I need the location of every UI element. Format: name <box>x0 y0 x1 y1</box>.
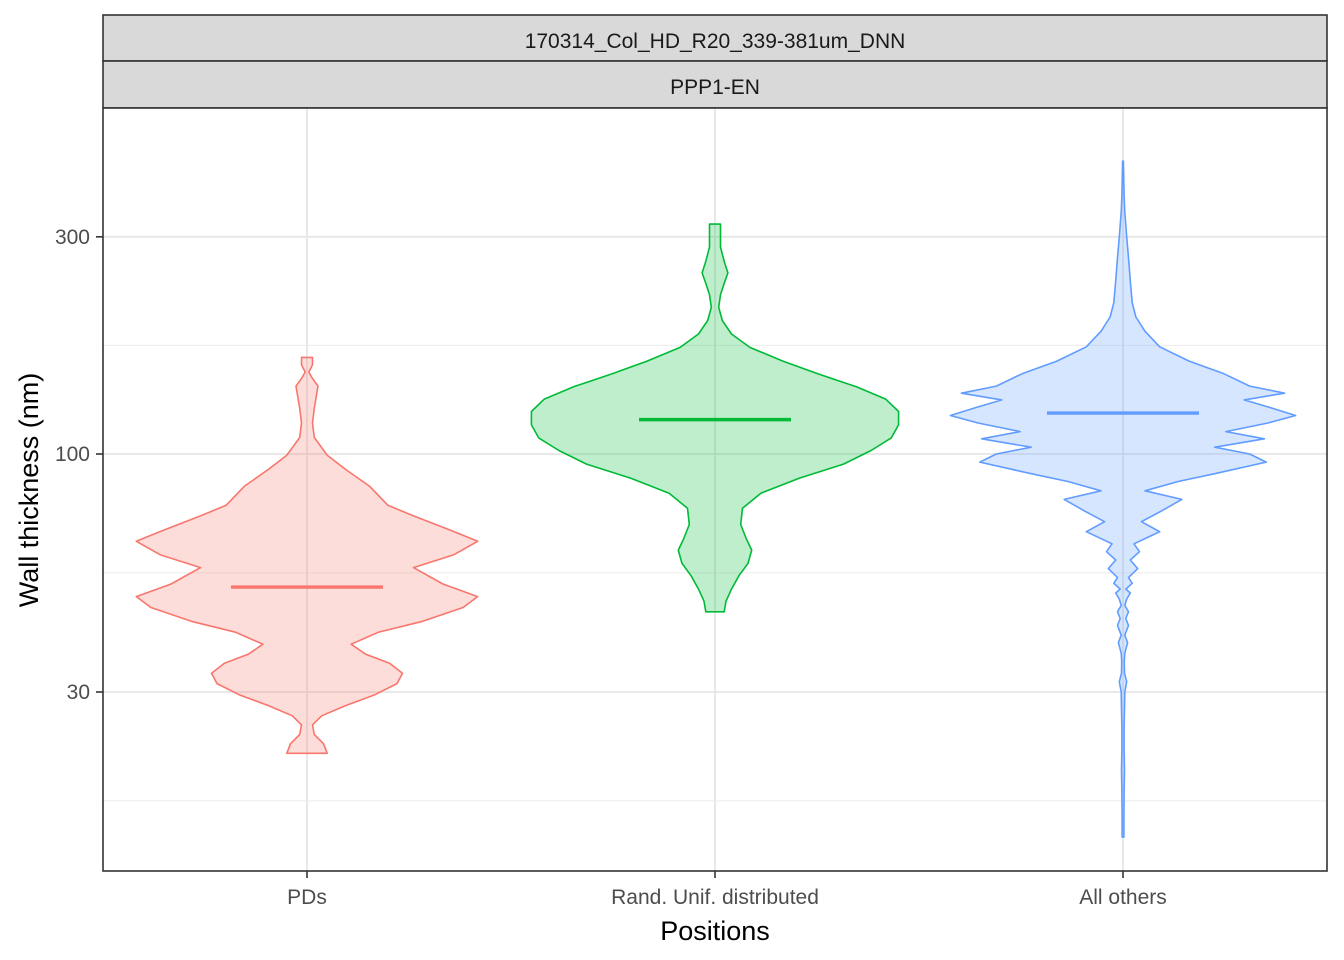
y-tick-label-0: 30 <box>67 681 90 704</box>
violin-body-0 <box>135 356 479 755</box>
x-axis: PDs Rand. Unif. distributed All others <box>287 871 1167 909</box>
violin-2 <box>949 160 1297 838</box>
facet-strip-top: 170314_Col_HD_R20_339-381um_DNN <box>102 14 1328 62</box>
facet-label-genotype: PPP1-EN <box>670 76 760 99</box>
x-tick-label-0: PDs <box>287 886 327 909</box>
y-axis-title: Wall thickness (nm) <box>14 373 44 608</box>
x-tick-label-1: Rand. Unif. distributed <box>611 886 819 909</box>
y-tick-label-2: 300 <box>55 226 90 249</box>
grid-lines <box>103 108 1327 871</box>
violins <box>135 160 1297 838</box>
violin-1 <box>530 223 900 613</box>
facet-strip-bottom: PPP1-EN <box>102 60 1328 109</box>
x-tick-label-2: All others <box>1079 886 1167 909</box>
violin-body-2 <box>949 160 1297 838</box>
facet-label-sample: 170314_Col_HD_R20_339-381um_DNN <box>525 30 906 53</box>
y-axis: 30 100 300 <box>55 226 103 704</box>
violin-0 <box>135 356 479 755</box>
x-axis-title: Positions <box>660 916 770 946</box>
y-tick-label-1: 100 <box>55 443 90 466</box>
